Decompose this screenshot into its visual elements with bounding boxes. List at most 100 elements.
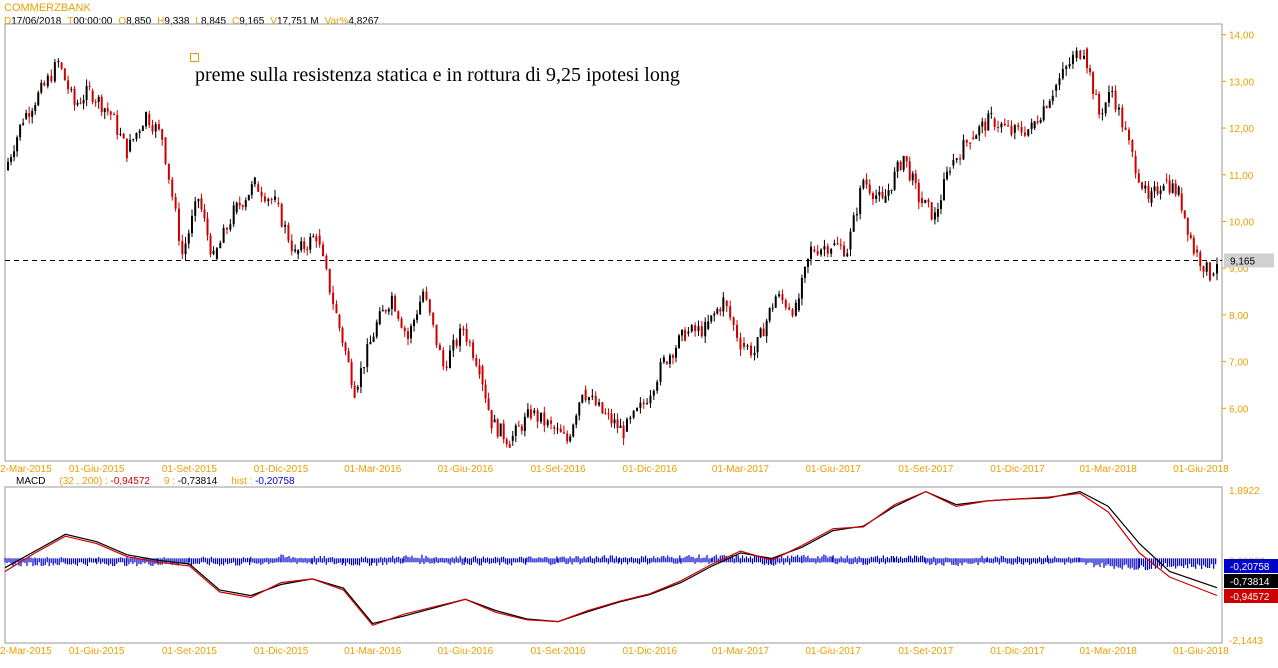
candle-body [1107, 92, 1110, 103]
macd-date-label: 01-Dic-2017 [990, 646, 1045, 657]
candle-body [28, 113, 31, 117]
candle-body [765, 320, 768, 337]
candle-body [816, 251, 819, 255]
candle-body [1075, 50, 1078, 59]
last-price-label: 9,165 [1230, 256, 1255, 267]
price-date-label: 01-Set-2016 [531, 464, 586, 475]
ohlc-key: C [232, 16, 240, 27]
candle-body [1030, 122, 1033, 130]
candle-body [591, 395, 594, 398]
candle-body [274, 196, 277, 200]
candle-body [945, 171, 948, 180]
candle-body [37, 92, 40, 106]
candle-body [713, 313, 716, 316]
candle-body [325, 256, 328, 269]
macd-axis-label: 1,8922 [1229, 486, 1260, 497]
candle-body [350, 362, 353, 386]
candle-body [384, 310, 387, 312]
annotation-marker[interactable] [190, 53, 199, 62]
candle-body [455, 339, 458, 346]
price-axis-label: 9,00 [1229, 264, 1249, 275]
candle-body [550, 420, 553, 424]
candle-body [978, 126, 981, 136]
candle-body [868, 184, 871, 194]
candle-body [539, 412, 542, 422]
chart-annotation: preme sulla resistenza statica e in rott… [195, 64, 680, 86]
candle-body [833, 243, 836, 245]
candle-body [151, 125, 154, 132]
candle-body [363, 367, 366, 369]
candle-body [762, 328, 765, 337]
candle-body [378, 311, 381, 325]
macd-value-badge-label: -0,94572 [1230, 592, 1270, 603]
candle-body [562, 432, 565, 434]
candle-body [875, 195, 878, 200]
candle-body [1212, 273, 1215, 276]
candle-body [722, 297, 725, 312]
price-panel-frame [4, 23, 1223, 462]
candle-body [13, 151, 16, 158]
candle-body [229, 224, 232, 230]
candle-body [649, 395, 652, 404]
candle-body [119, 133, 122, 135]
candle-body [318, 235, 321, 245]
candle-body [1007, 125, 1010, 127]
candle-body [309, 236, 312, 250]
candle-body [1079, 50, 1082, 59]
macd-date-label: 01-Mar-2017 [712, 646, 770, 657]
candle-body [462, 328, 465, 331]
candle-body [154, 124, 157, 132]
candle-body [771, 307, 774, 309]
signal-value: -0,73814 [177, 476, 218, 487]
candle-body [1086, 48, 1089, 69]
candle-body [613, 419, 616, 424]
candle-body [1156, 186, 1159, 194]
candle-body [177, 208, 180, 241]
candle-body [1216, 264, 1218, 274]
candle-body [616, 419, 619, 429]
candle-body [1039, 119, 1042, 123]
candle-body [109, 111, 112, 115]
candle-body [347, 351, 350, 363]
candle-body [729, 306, 732, 318]
candle-body [138, 130, 141, 133]
candle-body [984, 121, 987, 131]
candle-body [167, 163, 170, 180]
candle-body [809, 246, 812, 259]
candle-body [16, 137, 19, 152]
candle-body [303, 241, 306, 249]
candle-body [668, 355, 671, 364]
signal-label: 9 : [163, 476, 176, 487]
macd-name: MACD [16, 476, 46, 487]
candle-body [987, 113, 990, 131]
candle-body [1205, 262, 1208, 272]
candle-body [896, 161, 899, 172]
macd-panel-frame [4, 486, 1223, 644]
candle-body [710, 315, 713, 322]
candle-body [636, 408, 639, 411]
macd-date-label: 01-Set-2015 [162, 646, 217, 657]
candle-body [91, 90, 94, 102]
ohlc-value: 4,8267 [348, 16, 379, 27]
macd-date-label: 01-Giu-2016 [438, 646, 494, 657]
candle-body [652, 390, 655, 396]
macd-value-badge-label: -0,73814 [1230, 577, 1270, 588]
candle-body [508, 444, 511, 448]
candle-body [797, 298, 800, 311]
candle-body [836, 243, 839, 245]
macd-date-label: 01-Mar-2016 [344, 646, 402, 657]
macd-date-label: 01-Set-2016 [531, 646, 586, 657]
macd-date-label: 01-Giu-2015 [69, 646, 125, 657]
macd-params: (32 , 200) : [59, 476, 108, 487]
candle-body [88, 85, 91, 87]
candle-body [306, 248, 309, 250]
candle-body [690, 325, 693, 332]
candle-body [79, 102, 82, 104]
candle-body [493, 419, 496, 423]
candle-body [490, 409, 493, 429]
candle-body [171, 179, 174, 197]
candle-body [50, 75, 53, 82]
candle-body [871, 193, 874, 200]
candle-body [496, 419, 499, 437]
